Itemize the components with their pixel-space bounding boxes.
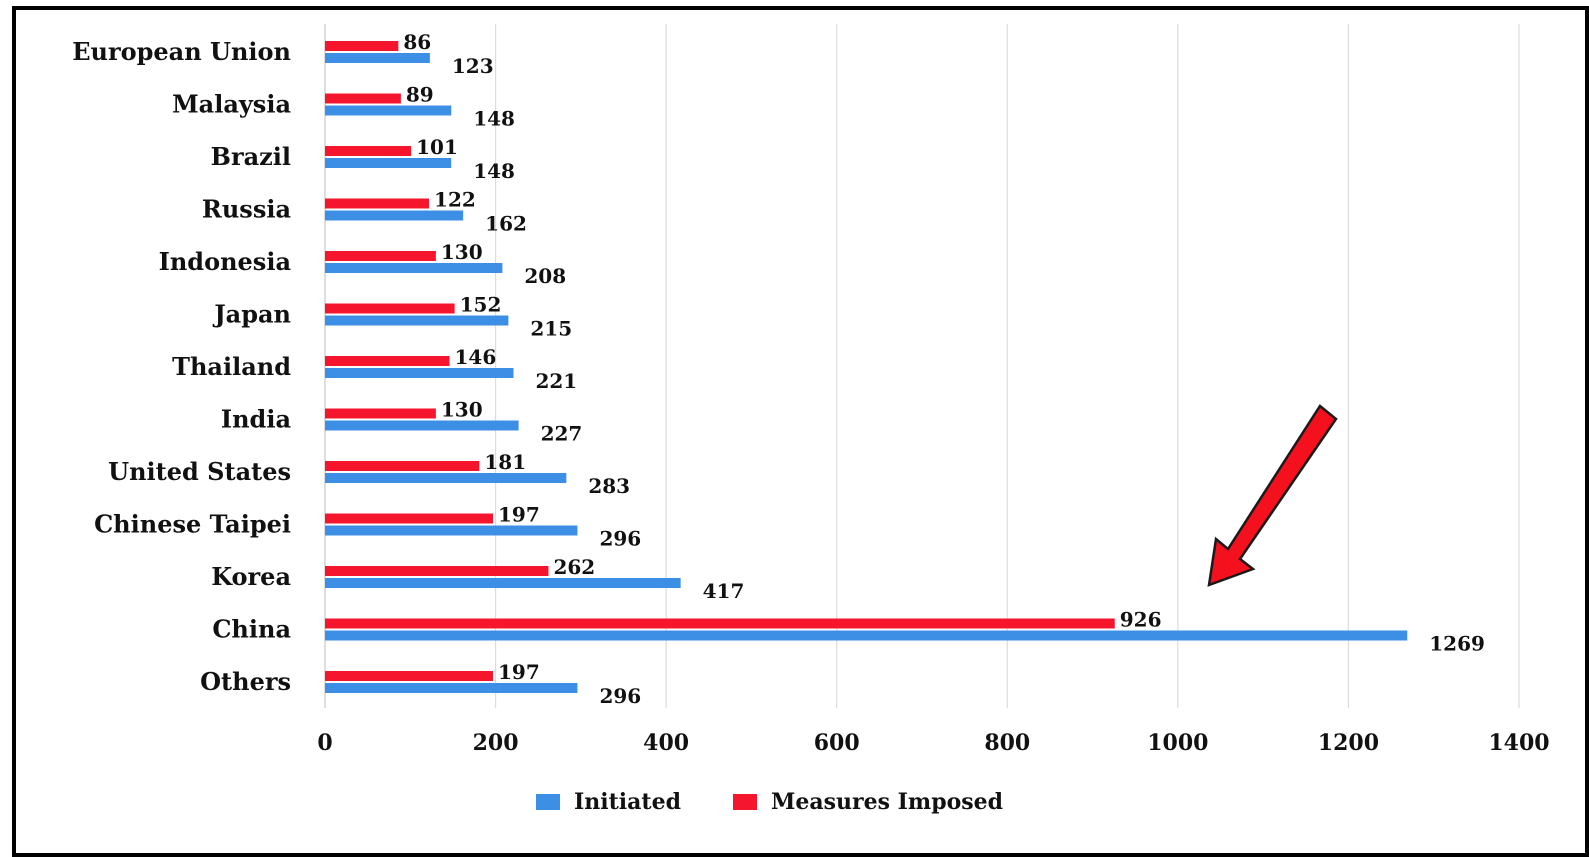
category-labels: European Union Malaysia Brazil Russia Indone… bbox=[72, 37, 291, 696]
x-tick-label: 0 bbox=[317, 730, 332, 756]
category-label: United States bbox=[108, 457, 291, 486]
category-label: Malaysia bbox=[172, 90, 291, 119]
bar-initiated bbox=[325, 525, 578, 536]
x-tick-label: 1200 bbox=[1318, 730, 1379, 756]
bar-measures-imposed bbox=[325, 146, 412, 156]
value-label-measures-imposed: 181 bbox=[484, 450, 526, 474]
legend-label: Initiated bbox=[574, 789, 681, 815]
value-label-measures-imposed: 926 bbox=[1120, 608, 1162, 632]
bar-measures-imposed bbox=[325, 408, 436, 419]
bar-initiated bbox=[325, 473, 567, 483]
category-label: Chinese Taipei bbox=[94, 510, 291, 539]
value-label-measures-imposed: 130 bbox=[441, 240, 483, 264]
legend: Initiated Measures Imposed bbox=[536, 789, 1003, 815]
bar-measures-imposed bbox=[325, 41, 399, 51]
value-label-measures-imposed: 197 bbox=[498, 660, 540, 684]
category-label: Korea bbox=[211, 562, 291, 591]
value-label-initiated: 123 bbox=[452, 54, 494, 78]
value-label-initiated: 417 bbox=[703, 579, 745, 603]
value-label-measures-imposed: 130 bbox=[441, 398, 483, 422]
category-label: India bbox=[221, 405, 291, 434]
category-label: Brazil bbox=[211, 142, 291, 171]
x-tick-label: 600 bbox=[814, 730, 860, 756]
legend-swatch bbox=[536, 794, 560, 810]
gridlines bbox=[324, 24, 1520, 708]
value-label-initiated: 162 bbox=[485, 212, 527, 236]
bar-measures-imposed bbox=[325, 93, 401, 104]
bar-initiated bbox=[325, 315, 509, 326]
value-label-initiated: 296 bbox=[599, 684, 641, 708]
value-label-measures-imposed: 146 bbox=[455, 345, 497, 369]
bar-measures-imposed bbox=[325, 671, 494, 681]
category-label: European Union bbox=[72, 37, 291, 66]
bar-initiated bbox=[325, 53, 430, 63]
bar-initiated bbox=[325, 630, 1408, 641]
value-label-initiated: 148 bbox=[473, 159, 515, 183]
x-axis-ticks: 0 200 400 600 800 1000 1200 1400 bbox=[317, 730, 1549, 756]
bar-measures-imposed bbox=[325, 198, 430, 209]
value-label-initiated: 215 bbox=[530, 317, 572, 341]
x-tick-label: 200 bbox=[473, 730, 519, 756]
value-label-measures-imposed: 197 bbox=[498, 503, 540, 527]
legend-label: Measures Imposed bbox=[771, 789, 1003, 815]
category-label: Japan bbox=[212, 300, 291, 329]
category-label: Others bbox=[200, 667, 291, 696]
value-label-measures-imposed: 89 bbox=[406, 83, 434, 107]
bar-initiated bbox=[325, 210, 464, 221]
value-label-initiated: 208 bbox=[524, 264, 566, 288]
value-label-measures-imposed: 122 bbox=[434, 188, 476, 212]
value-label-measures-imposed: 152 bbox=[460, 293, 502, 317]
bar-initiated bbox=[325, 578, 681, 588]
x-tick-label: 800 bbox=[984, 730, 1030, 756]
category-label: Thailand bbox=[172, 352, 291, 381]
bar-measures-imposed bbox=[325, 356, 450, 366]
value-labels: 8612389148101148122162130208152215146221… bbox=[403, 30, 1485, 708]
bars-group bbox=[325, 41, 1408, 693]
bar-measures-imposed bbox=[325, 251, 436, 261]
bar-measures-imposed bbox=[325, 618, 1115, 629]
bar-initiated bbox=[325, 683, 578, 693]
arrow-icon bbox=[1207, 404, 1338, 587]
bar-initiated bbox=[325, 158, 452, 168]
x-tick-label: 1400 bbox=[1488, 730, 1549, 756]
value-label-initiated: 221 bbox=[535, 369, 577, 393]
bar-measures-imposed bbox=[325, 461, 480, 471]
legend-swatch bbox=[733, 794, 757, 810]
category-label: Indonesia bbox=[159, 247, 291, 276]
value-label-measures-imposed: 262 bbox=[553, 555, 595, 579]
x-tick-label: 400 bbox=[643, 730, 689, 756]
bar-measures-imposed bbox=[325, 513, 494, 524]
bar-measures-imposed bbox=[325, 303, 455, 314]
value-label-initiated: 227 bbox=[541, 422, 583, 446]
value-label-initiated: 283 bbox=[588, 474, 630, 498]
value-label-initiated: 296 bbox=[599, 527, 641, 551]
category-label: Russia bbox=[202, 195, 291, 224]
bar-initiated bbox=[325, 105, 452, 116]
category-label: China bbox=[212, 615, 291, 644]
value-label-measures-imposed: 101 bbox=[416, 135, 458, 159]
value-label-initiated: 148 bbox=[473, 107, 515, 131]
value-label-measures-imposed: 86 bbox=[403, 30, 431, 54]
bar-initiated bbox=[325, 263, 503, 273]
x-tick-label: 1000 bbox=[1147, 730, 1208, 756]
bar-initiated bbox=[325, 368, 514, 378]
value-label-initiated: 1269 bbox=[1429, 632, 1485, 656]
bar-initiated bbox=[325, 420, 519, 431]
bar-measures-imposed bbox=[325, 566, 549, 576]
annotation-arrow bbox=[1207, 404, 1338, 587]
